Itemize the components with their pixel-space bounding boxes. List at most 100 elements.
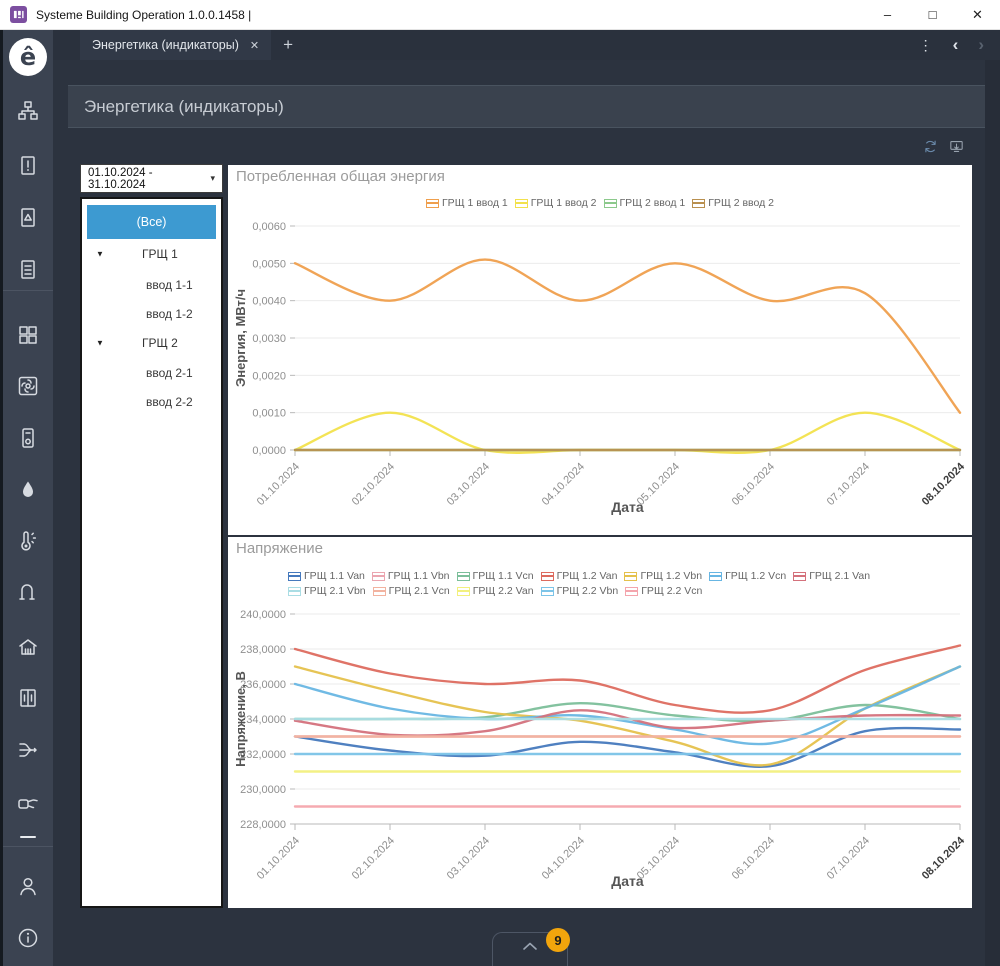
energy-chart-legend: ГРЩ 1 ввод 1 ГРЩ 1 ввод 2 ГРЩ 2 ввод 1 ГРЩ … bbox=[228, 197, 972, 209]
back-icon[interactable]: ‹ bbox=[952, 35, 959, 54]
info-icon[interactable] bbox=[16, 926, 40, 950]
legend-item[interactable]: ГРЩ 1.1 Vcn bbox=[456, 570, 534, 582]
legend-label: ГРЩ 1.2 Vcn bbox=[725, 570, 787, 582]
legend-label: ГРЩ 2.2 Van bbox=[472, 585, 534, 597]
controller-icon[interactable] bbox=[16, 426, 40, 450]
expander-icon[interactable]: ▼ bbox=[96, 338, 104, 348]
legend-item[interactable]: ГРЩ 2.2 Van bbox=[456, 585, 534, 597]
legend-item[interactable]: ГРЩ 1.1 Vbn bbox=[371, 570, 450, 582]
legend-item[interactable]: ГРЩ 2.1 Van bbox=[793, 570, 870, 582]
legend-item[interactable]: ГРЩ 1.1 Van bbox=[288, 570, 365, 582]
svg-text:0,0000: 0,0000 bbox=[252, 445, 286, 457]
maximize-button[interactable]: □ bbox=[928, 7, 937, 22]
legend-label: ГРЩ 2.2 Vbn bbox=[556, 585, 619, 597]
expander-icon[interactable]: ▼ bbox=[96, 249, 104, 259]
chevron-down-icon: ▾ bbox=[210, 173, 215, 183]
legend-item[interactable]: ГРЩ 2.2 Vcn bbox=[625, 585, 702, 597]
device-tree: (Все) ▼ ГРЩ 1 ввод 1-1 ввод 1-2 ▼ ГРЩ 2 … bbox=[80, 197, 223, 908]
legend-label: ГРЩ 2 ввод 2 bbox=[708, 197, 774, 209]
fan-icon[interactable] bbox=[16, 374, 40, 398]
pipe-icon[interactable] bbox=[16, 581, 40, 605]
tree-item-vvod-2-2[interactable]: ввод 2-2 bbox=[82, 389, 221, 415]
hand-control-icon[interactable] bbox=[16, 789, 40, 813]
svg-text:0,0060: 0,0060 bbox=[252, 221, 286, 233]
window-titlebar: Systeme Building Operation 1.0.0.1458 | … bbox=[0, 0, 1000, 30]
svg-text:Энергия, МВт/ч: Энергия, МВт/ч bbox=[233, 289, 248, 387]
tree-item-vvod-2-1[interactable]: ввод 2-1 bbox=[82, 360, 221, 386]
legend-label: ГРЩ 1.1 Vbn bbox=[387, 570, 450, 582]
legend-item[interactable]: ГРЩ 1 ввод 2 bbox=[514, 197, 597, 209]
legend-item[interactable]: ГРЩ 2 ввод 2 bbox=[692, 197, 774, 209]
chart-title: Потребленная общая энергия bbox=[236, 168, 445, 185]
logo-icon[interactable]: ê bbox=[9, 38, 47, 76]
tree-item-vvod-1-1[interactable]: ввод 1-1 bbox=[82, 272, 221, 298]
elevator-icon[interactable] bbox=[16, 686, 40, 710]
legend-item[interactable]: ГРЩ 1 ввод 1 bbox=[426, 197, 508, 209]
legend-label: ГРЩ 1 ввод 2 bbox=[530, 197, 597, 209]
tree-group-label: ГРЩ 2 bbox=[142, 336, 178, 350]
legend-marker bbox=[288, 586, 301, 596]
new-tab-button[interactable]: + bbox=[283, 35, 294, 54]
tree-item-label: ввод 2-1 bbox=[146, 366, 193, 380]
thermometer-icon[interactable] bbox=[16, 529, 40, 553]
tab-energetika[interactable]: Энергетика (индикаторы) ✕ bbox=[80, 30, 272, 60]
legend-item[interactable]: ГРЩ 2.1 Vbn bbox=[288, 585, 366, 597]
svg-text:02.10.2024: 02.10.2024 bbox=[350, 461, 397, 508]
document-list-icon[interactable] bbox=[16, 258, 40, 282]
hierarchy-icon[interactable] bbox=[16, 99, 40, 123]
close-button[interactable]: ✕ bbox=[972, 6, 983, 22]
tree-item-all[interactable]: (Все) bbox=[87, 205, 216, 239]
tree-group-label: ГРЩ 1 bbox=[142, 247, 178, 261]
minimize-button[interactable]: – bbox=[883, 7, 892, 22]
water-drop-icon[interactable] bbox=[16, 478, 40, 502]
document-alarm-icon[interactable] bbox=[16, 206, 40, 230]
chevron-up-icon bbox=[523, 942, 537, 950]
svg-text:0,0030: 0,0030 bbox=[252, 333, 286, 345]
legend-label: ГРЩ 1.1 Vcn bbox=[472, 570, 534, 582]
svg-text:236,0000: 236,0000 bbox=[240, 679, 286, 691]
numbers-grid-icon[interactable] bbox=[16, 323, 40, 347]
svg-text:0,0010: 0,0010 bbox=[252, 408, 286, 420]
legend-marker bbox=[793, 571, 807, 581]
export-icon[interactable] bbox=[948, 138, 965, 155]
tree-group-grshch1[interactable]: ▼ ГРЩ 1 bbox=[82, 241, 221, 267]
legend-item[interactable]: ГРЩ 2 ввод 1 bbox=[603, 197, 685, 209]
user-icon[interactable] bbox=[16, 874, 40, 898]
svg-text:04.10.2024: 04.10.2024 bbox=[540, 461, 587, 508]
svg-text:04.10.2024: 04.10.2024 bbox=[540, 835, 587, 882]
building-icon[interactable] bbox=[16, 635, 40, 659]
svg-text:07.10.2024: 07.10.2024 bbox=[825, 461, 872, 508]
legend-item[interactable]: ГРЩ 2.2 Vbn bbox=[540, 585, 619, 597]
tree-item-label: ввод 1-2 bbox=[146, 307, 193, 321]
svg-text:228,0000: 228,0000 bbox=[240, 819, 286, 831]
svg-text:Напряжение, В: Напряжение, В bbox=[233, 671, 248, 767]
legend-marker bbox=[456, 571, 470, 581]
legend-item[interactable]: ГРЩ 1.2 Vcn bbox=[709, 570, 786, 582]
svg-text:234,0000: 234,0000 bbox=[240, 714, 286, 726]
date-range-select[interactable]: 01.10.2024 - 31.10.2024 ▾ bbox=[80, 164, 223, 193]
flow-branch-icon[interactable] bbox=[16, 738, 40, 762]
document-alert-icon[interactable] bbox=[16, 154, 40, 178]
legend-item[interactable]: ГРЩ 1.2 Vbn bbox=[624, 570, 702, 582]
tab-close-icon[interactable]: ✕ bbox=[249, 39, 260, 52]
app-icon bbox=[10, 6, 27, 23]
sidebar-divider bbox=[3, 290, 53, 291]
sync-icon[interactable] bbox=[922, 138, 939, 155]
tree-item-vvod-1-2[interactable]: ввод 1-2 bbox=[82, 301, 221, 327]
legend-marker bbox=[709, 571, 723, 581]
menu-dots-icon[interactable]: ⋮ bbox=[918, 36, 933, 53]
legend-label: ГРЩ 2.2 Vcn bbox=[641, 585, 703, 597]
legend-marker bbox=[288, 571, 301, 581]
svg-text:230,0000: 230,0000 bbox=[240, 784, 286, 796]
svg-text:06.10.2024: 06.10.2024 bbox=[730, 835, 777, 882]
legend-item[interactable]: ГРЩ 1.2 Van bbox=[540, 570, 617, 582]
svg-text:232,0000: 232,0000 bbox=[240, 749, 286, 761]
voltage-chart: 228,0000 230,0000 232,0000 234,0000 236,0000… bbox=[233, 609, 968, 889]
tree-group-grshch2[interactable]: ▼ ГРЩ 2 bbox=[82, 330, 221, 356]
svg-text:240,0000: 240,0000 bbox=[240, 609, 286, 621]
legend-item[interactable]: ГРЩ 2.1 Vcn bbox=[372, 585, 450, 597]
alarm-count-badge[interactable]: 9 bbox=[546, 928, 570, 952]
sidebar-divider bbox=[3, 846, 53, 847]
svg-text:Дата: Дата bbox=[611, 873, 644, 889]
